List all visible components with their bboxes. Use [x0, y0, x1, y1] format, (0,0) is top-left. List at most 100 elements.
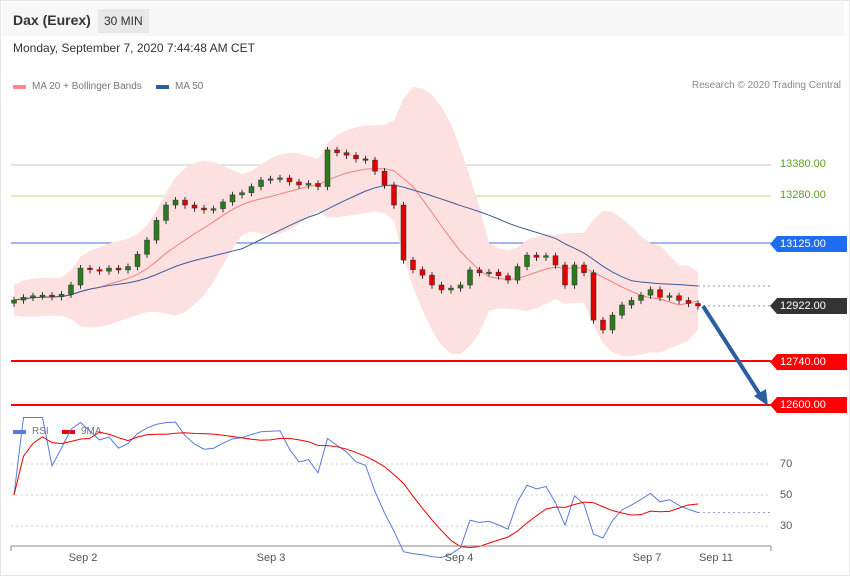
candle: [296, 181, 302, 186]
rsi-grid: [11, 463, 771, 527]
forecast-arrow: [701, 304, 764, 400]
candle: [144, 239, 150, 255]
candle: [362, 158, 369, 161]
x-label: Sep 4: [444, 552, 474, 564]
candle: [486, 271, 492, 274]
candle: [448, 287, 454, 291]
legend-ma50: MA 50: [156, 81, 203, 92]
candle: [68, 284, 74, 295]
candle: [581, 264, 587, 273]
candle: [30, 295, 36, 298]
candle: [248, 186, 255, 193]
support-2-tag: 12600.00: [770, 397, 847, 413]
candle: [571, 264, 578, 286]
header-bar: Dax (Eurex) 30 MIN: [2, 2, 844, 36]
candle: [685, 300, 692, 304]
candle: [324, 149, 331, 187]
candle: [258, 179, 264, 187]
candle: [239, 192, 245, 196]
candle: [562, 264, 568, 286]
candle: [495, 271, 502, 277]
candle: [353, 154, 359, 160]
candle: [505, 275, 511, 281]
candle: [514, 266, 521, 281]
legend-swatch-bb: [13, 84, 26, 89]
candle: [467, 269, 473, 286]
legend-bb-label: MA 20 + Bollinger Bands: [32, 81, 142, 92]
candle: [666, 295, 673, 298]
bollinger-band: [14, 86, 698, 357]
forecast-arrowhead-icon: [754, 389, 768, 406]
timeframe-button[interactable]: 30 MIN: [98, 9, 149, 33]
legend-ma50-label: MA 50: [175, 81, 204, 92]
candle: [267, 178, 274, 181]
candle: [438, 284, 445, 291]
candle: [49, 294, 55, 297]
rsi-line: [13, 417, 699, 559]
pivot-tag: 13125.00: [770, 236, 847, 252]
candle: [419, 269, 426, 276]
candle: [429, 274, 435, 286]
candle: [400, 204, 407, 261]
candle: [590, 272, 597, 321]
candle: [543, 255, 549, 258]
rsi-level-50: 50: [780, 489, 793, 501]
timestamp: Monday, September 7, 2020 7:44:48 AM CET: [13, 41, 255, 55]
candle: [410, 259, 416, 270]
candle: [647, 289, 654, 296]
rsi-level-70: 70: [780, 458, 793, 470]
candle: [657, 289, 663, 298]
candle: [305, 183, 312, 186]
candle: [552, 255, 559, 266]
candle: [11, 299, 17, 304]
candle: [58, 293, 65, 297]
candle: [343, 152, 350, 156]
candle: [638, 294, 644, 301]
x-label: Sep 3: [256, 552, 286, 564]
ma50-line: [13, 184, 699, 301]
candle: [457, 284, 464, 289]
candle: [210, 208, 217, 211]
candle: [619, 304, 625, 316]
candle: [172, 199, 179, 206]
candle: [191, 204, 198, 209]
candle: [125, 266, 131, 271]
candle: [476, 269, 483, 273]
candle: [153, 220, 160, 241]
candle: [524, 254, 530, 267]
legend-rsi-ma: 9MA: [62, 426, 102, 437]
candle: [106, 267, 112, 272]
rsi-level-30: 30: [780, 520, 793, 532]
candle: [628, 300, 635, 306]
last-price-tag: 12922.00: [770, 298, 847, 314]
candle: [609, 314, 616, 331]
legend-bb: MA 20 + Bollinger Bands: [13, 81, 142, 92]
candle: [134, 253, 141, 267]
legend-swatch-rsi: [13, 429, 26, 434]
candle: [277, 177, 283, 180]
level-r2-label: 13380.00: [780, 158, 826, 170]
candle: [600, 319, 606, 331]
copyright: Research © 2020 Trading Central: [691, 80, 841, 91]
x-label: Sep 2: [68, 552, 98, 564]
x-label: Sep 7: [632, 552, 662, 564]
candle: [229, 194, 236, 203]
instrument-title: Dax (Eurex): [13, 12, 91, 28]
candle: [533, 254, 540, 258]
legend-swatch-rsi-ma: [62, 429, 75, 434]
support-1-tag: 12740.00: [770, 354, 847, 370]
candle: [115, 267, 122, 271]
level-r1-label: 13280.00: [780, 189, 826, 201]
candle: [334, 149, 340, 153]
legend-rsi-ma-label: 9MA: [81, 426, 102, 437]
candle: [163, 204, 169, 221]
x-label: Sep 11: [698, 552, 734, 564]
legend-swatch-ma50: [156, 84, 169, 89]
candle: [77, 267, 84, 286]
legend-rsi: RSI: [13, 426, 49, 437]
rsi-ma-line: [13, 431, 699, 548]
candle: [372, 159, 378, 172]
candle: [39, 294, 46, 297]
candle: [201, 207, 207, 211]
